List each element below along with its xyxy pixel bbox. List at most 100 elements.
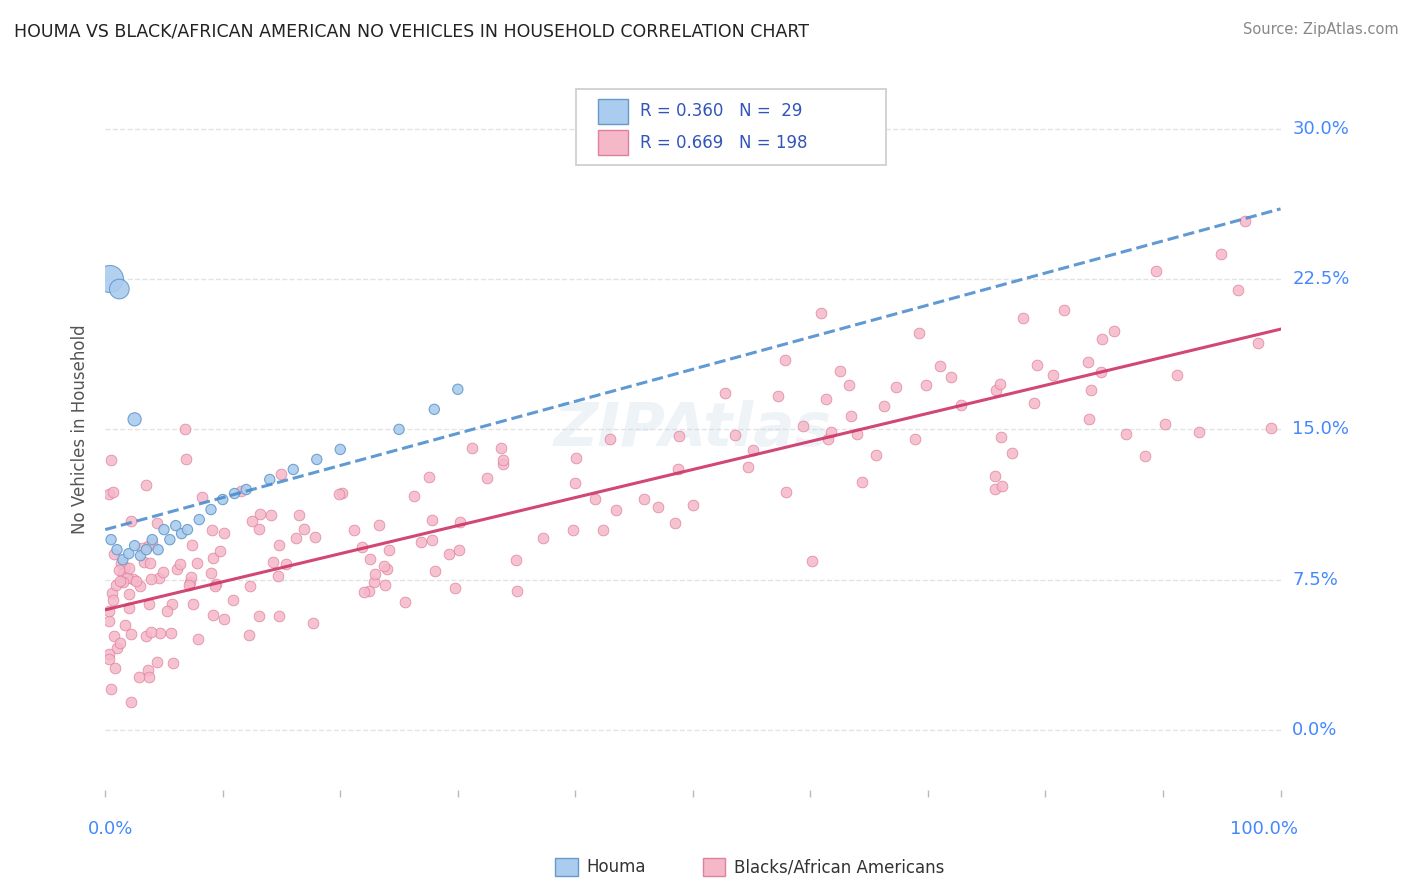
Point (247, 522, 270, 536)
Point (240, 514, 263, 528)
Point (531, 531, 554, 545)
Point (605, 502, 627, 516)
Point (98, 272, 121, 286)
Point (112, 574, 135, 589)
Point (904, 433, 927, 447)
Point (950, 399, 973, 413)
Point (990, 430, 1012, 444)
Point (633, 491, 655, 506)
Point (249, 507, 271, 521)
Text: 0.0%: 0.0% (1292, 721, 1337, 739)
Text: 22.5%: 22.5% (1292, 270, 1350, 288)
Point (373, 559, 395, 574)
Point (174, 452, 197, 467)
Point (664, 516, 686, 530)
Point (418, 470, 440, 484)
Point (125, 574, 148, 588)
Point (122, 572, 145, 586)
Point (105, 641, 128, 656)
Point (304, 530, 326, 544)
Point (991, 478, 1014, 492)
Point (205, 577, 228, 591)
Point (200, 566, 222, 580)
Point (108, 635, 131, 649)
Point (329, 442, 352, 457)
Point (146, 542, 169, 557)
Point (792, 419, 814, 434)
Point (1234, 214, 1257, 228)
Point (1133, 450, 1156, 464)
Point (353, 584, 375, 599)
Point (129, 579, 152, 593)
Point (141, 533, 163, 547)
Point (983, 468, 1005, 483)
Point (1022, 395, 1045, 409)
Point (284, 531, 307, 545)
Point (212, 526, 235, 541)
Point (200, 502, 222, 516)
Y-axis label: No Vehicles in Household: No Vehicles in Household (72, 325, 89, 534)
Point (180, 570, 202, 584)
Point (149, 626, 172, 640)
Point (449, 516, 471, 530)
Point (146, 516, 169, 531)
Point (851, 475, 873, 489)
Point (928, 359, 950, 373)
Point (838, 378, 860, 392)
Point (301, 616, 323, 631)
Point (724, 428, 747, 442)
Point (1154, 417, 1177, 431)
Point (166, 562, 188, 576)
Point (97, 614, 120, 628)
Point (229, 483, 252, 498)
Point (328, 487, 350, 501)
Point (156, 604, 179, 618)
Point (1166, 368, 1188, 382)
Point (1077, 412, 1099, 426)
Point (817, 432, 839, 446)
Point (108, 282, 131, 296)
Point (491, 441, 513, 455)
Point (100, 533, 122, 547)
Point (941, 369, 963, 384)
Point (915, 377, 938, 392)
Point (138, 557, 160, 571)
Point (208, 544, 231, 558)
Point (1025, 359, 1047, 373)
Text: HOUMA VS BLACK/AFRICAN AMERICAN NO VEHICLES IN HOUSEHOLD CORRELATION CHART: HOUMA VS BLACK/AFRICAN AMERICAN NO VEHIC… (14, 22, 808, 40)
Point (1209, 247, 1232, 261)
Point (153, 523, 176, 537)
Point (148, 571, 170, 585)
Point (983, 482, 1005, 496)
Point (283, 462, 305, 476)
Text: 0.0%: 0.0% (87, 821, 134, 838)
Text: Blacks/African Americans: Blacks/African Americans (734, 858, 945, 876)
Point (179, 575, 201, 590)
Point (1115, 426, 1137, 441)
Point (682, 498, 704, 512)
Point (136, 663, 159, 677)
Point (201, 550, 224, 565)
Point (420, 533, 443, 547)
Point (1188, 425, 1211, 439)
Point (270, 467, 292, 481)
Point (174, 422, 197, 436)
Point (118, 587, 141, 601)
Point (108, 574, 131, 588)
Point (162, 657, 184, 671)
Point (714, 385, 737, 400)
Point (330, 486, 353, 500)
Point (100, 453, 122, 467)
Point (564, 450, 586, 465)
Point (146, 656, 169, 670)
Point (402, 489, 425, 503)
Point (443, 581, 465, 595)
Point (188, 513, 211, 527)
Point (1080, 384, 1102, 398)
Point (766, 389, 789, 403)
Point (267, 569, 290, 583)
Point (177, 578, 200, 592)
Point (141, 536, 163, 550)
Point (141, 572, 163, 586)
Point (138, 670, 160, 684)
